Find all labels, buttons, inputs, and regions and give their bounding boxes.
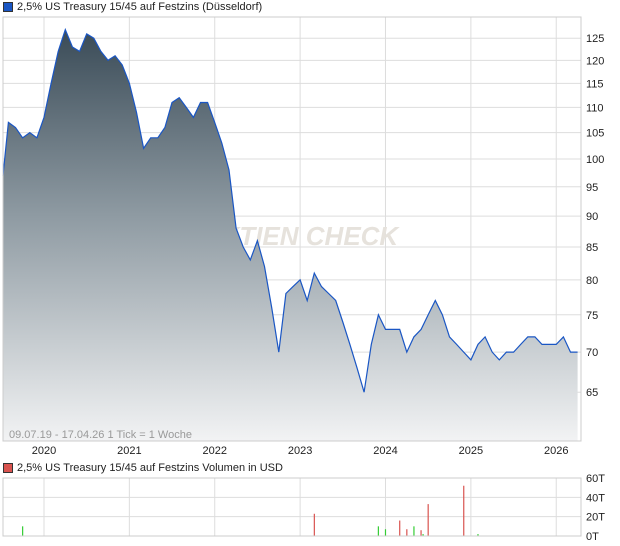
price-title-text: 2,5% US Treasury 15/45 auf Festzins (Düs… bbox=[17, 1, 263, 13]
price-y-tick-label: 100 bbox=[586, 154, 604, 166]
price-y-tick-label: 90 bbox=[586, 211, 598, 223]
volume-legend-square bbox=[3, 463, 13, 473]
volume-y-tick-label: 0T bbox=[586, 531, 599, 543]
price-y-tick-label: 95 bbox=[586, 182, 598, 194]
price-legend-square bbox=[3, 2, 13, 12]
price-y-tick-label: 70 bbox=[586, 347, 598, 359]
price-chart-title: 2,5% US Treasury 15/45 auf Festzins (Düs… bbox=[3, 1, 262, 13]
x-tick-label: 2026 bbox=[544, 445, 568, 457]
price-plot-frame bbox=[2, 16, 582, 442]
range-note: 09.07.19 - 17.04.26 1 Tick = 1 Woche bbox=[9, 429, 192, 441]
x-tick-label: 2023 bbox=[288, 445, 312, 457]
x-tick-label: 2024 bbox=[373, 445, 397, 457]
volume-plot-frame bbox=[2, 477, 582, 537]
price-area bbox=[3, 29, 578, 441]
volume-title-text: 2,5% US Treasury 15/45 auf Festzins Volu… bbox=[17, 462, 283, 474]
price-y-tick-label: 65 bbox=[586, 387, 598, 399]
volume-y-tick-label: 40T bbox=[586, 492, 605, 504]
price-y-tick-label: 115 bbox=[586, 78, 604, 90]
price-y-tick-label: 125 bbox=[586, 33, 604, 45]
x-tick-label: 2021 bbox=[117, 445, 141, 457]
price-line bbox=[2, 27, 578, 393]
price-y-tick-label: 110 bbox=[586, 102, 604, 114]
volume-chart-title: 2,5% US Treasury 15/45 auf Festzins Volu… bbox=[3, 462, 283, 474]
volume-y-tick-label: 20T bbox=[586, 512, 605, 524]
volume-y-tick-label: 60T bbox=[586, 473, 605, 485]
price-y-tick-label: 85 bbox=[586, 242, 598, 254]
price-y-tick-label: 75 bbox=[586, 310, 598, 322]
x-tick-label: 2025 bbox=[459, 445, 483, 457]
price-y-tick-label: 105 bbox=[586, 128, 604, 140]
price-y-tick-label: 120 bbox=[586, 55, 604, 67]
price-y-tick-label: 80 bbox=[586, 275, 598, 287]
x-tick-label: 2022 bbox=[202, 445, 226, 457]
x-tick-label: 2020 bbox=[32, 445, 56, 457]
